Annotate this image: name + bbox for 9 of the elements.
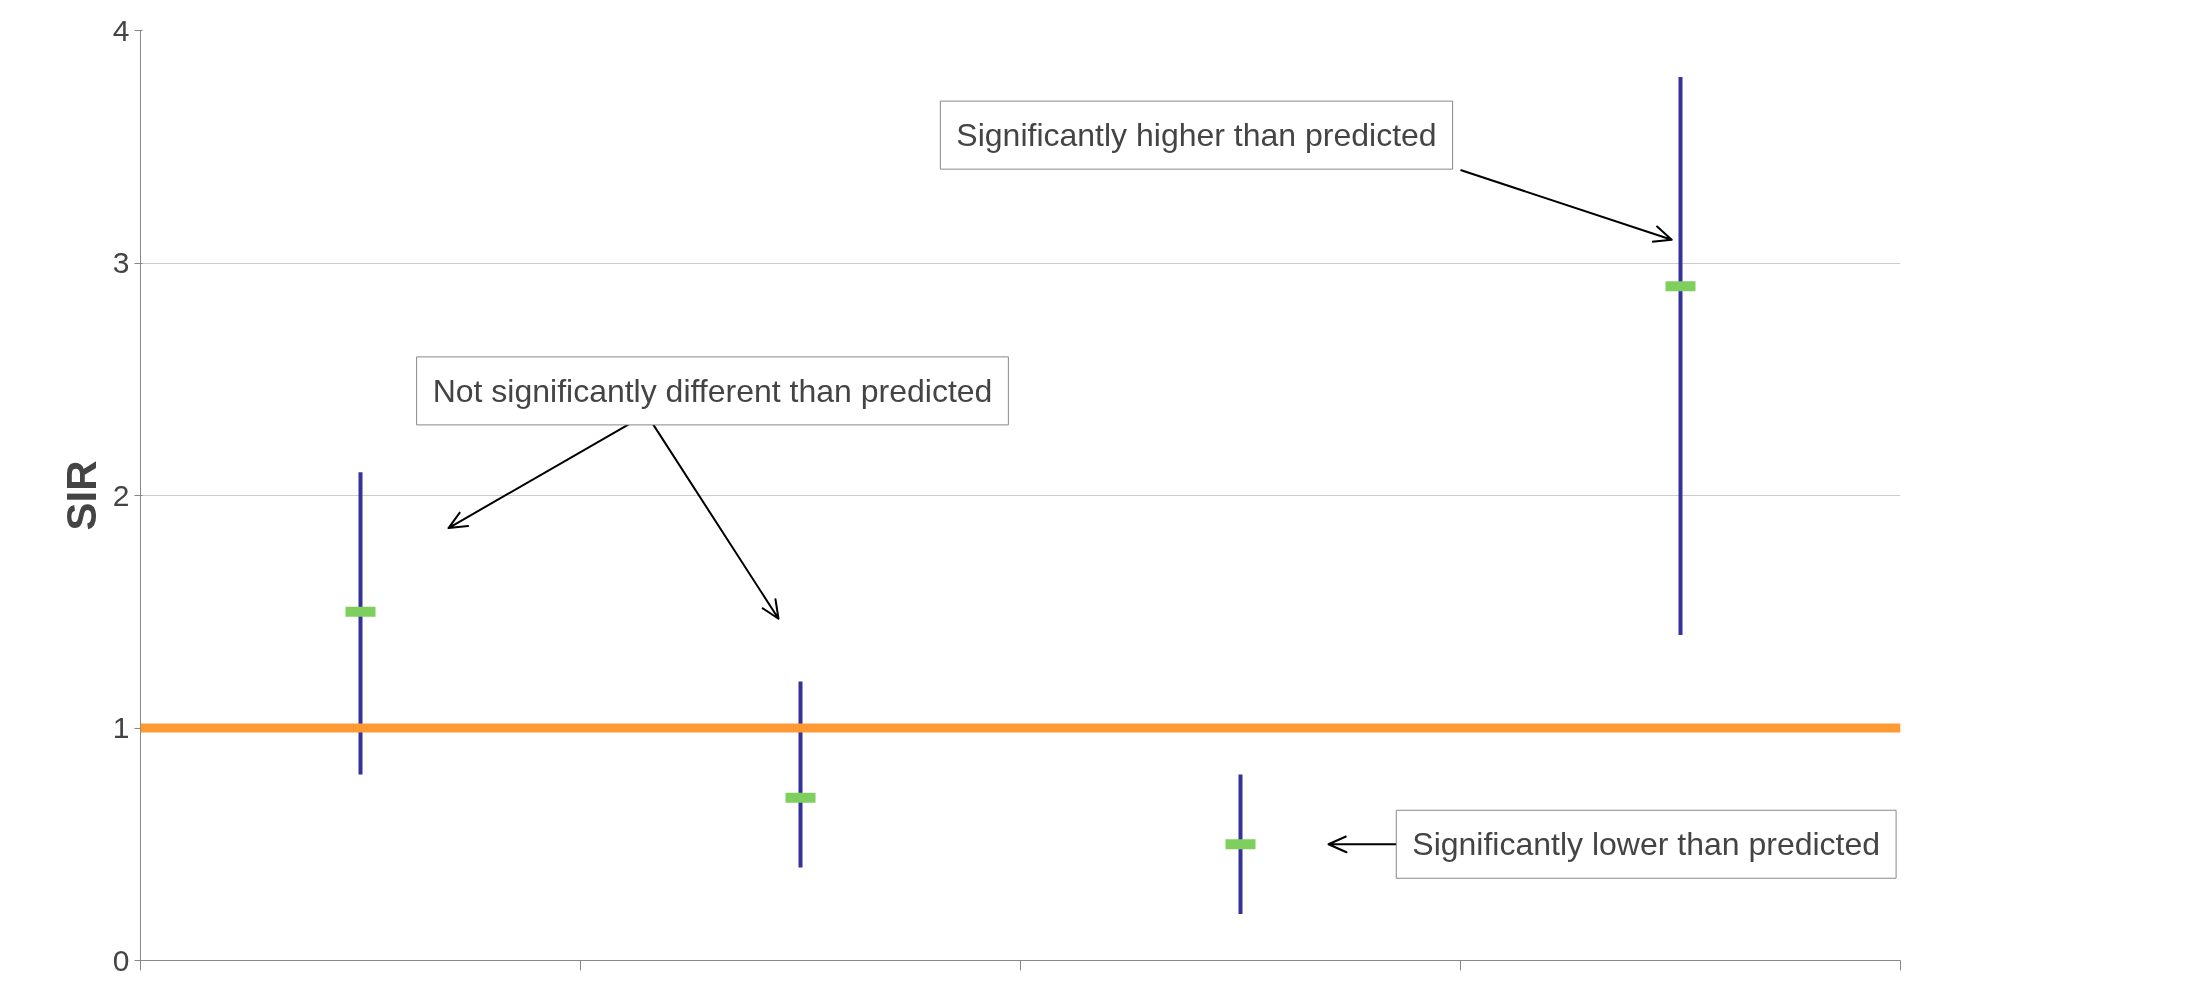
y-tick-label: 2 [112, 478, 130, 512]
annotation: Not significantly different than predicted [432, 372, 993, 409]
annotation: Significantly higher than predicted [956, 117, 1437, 154]
y-tick-label: 3 [112, 246, 130, 279]
y-axis-title: SIR [57, 460, 105, 531]
y-tick-label: 4 [112, 13, 130, 47]
y-tick-label: 1 [112, 711, 130, 744]
annotation: Significantly lower than predicted [1412, 826, 1881, 863]
y-tick-label: 0 [112, 943, 130, 977]
